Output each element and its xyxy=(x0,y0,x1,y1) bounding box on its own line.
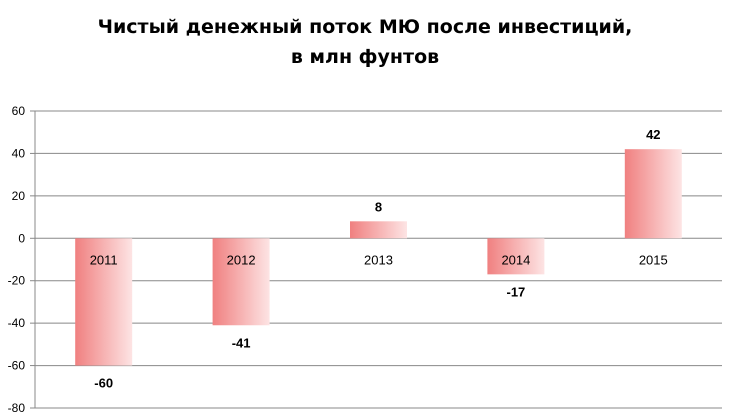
data-label: -41 xyxy=(232,335,251,350)
data-label: -17 xyxy=(507,284,526,299)
data-label: 8 xyxy=(375,199,382,214)
data-label: 42 xyxy=(646,127,660,142)
bars xyxy=(75,149,682,366)
bar-2014 xyxy=(487,238,545,275)
y-axis: 60 40 20 0 -20 -40 -60 -80 xyxy=(8,104,36,415)
labels: 2011 -60 2012 -41 2013 8 2014 -17 2015 42 xyxy=(90,127,668,390)
y-tick-label: 0 xyxy=(18,231,25,245)
y-tick-label: -60 xyxy=(8,359,26,373)
x-tick-label: 2015 xyxy=(639,252,668,267)
x-tick-label: 2011 xyxy=(90,252,118,267)
bar-2013 xyxy=(350,221,407,239)
bar-2011 xyxy=(75,238,133,366)
x-tick-label: 2014 xyxy=(501,252,530,267)
bar-2015 xyxy=(624,149,682,239)
x-tick-label: 2012 xyxy=(227,252,256,267)
y-tick-label: 40 xyxy=(12,146,26,160)
y-tick-label: -80 xyxy=(8,401,26,415)
y-tick-label: 60 xyxy=(12,104,26,118)
chart-title-line-2: в млн фунтов xyxy=(290,46,440,68)
data-label: -60 xyxy=(94,376,113,391)
y-tick-label: -40 xyxy=(8,316,26,330)
x-tick-label: 2013 xyxy=(364,252,393,267)
y-tick-label: 20 xyxy=(12,189,26,203)
chart-title: Чистый денежный поток МЮ после инвестици… xyxy=(0,12,730,72)
bar-2012 xyxy=(212,238,270,326)
gridlines xyxy=(35,110,722,409)
chart-title-line-1: Чистый денежный поток МЮ после инвестици… xyxy=(97,16,633,38)
y-tick-label: -20 xyxy=(8,274,26,288)
